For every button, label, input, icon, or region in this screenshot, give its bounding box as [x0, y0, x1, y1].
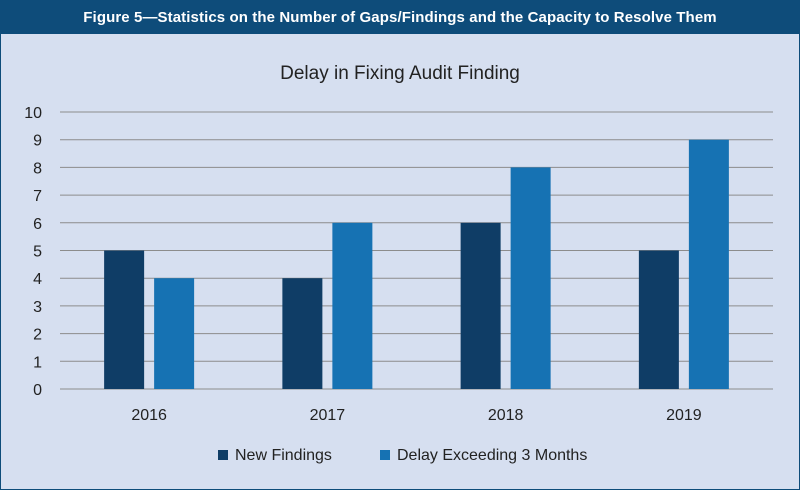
- y-tick-label: 6: [33, 216, 42, 233]
- y-tick-label: 7: [33, 188, 42, 205]
- figure-caption: Figure 5—Statistics on the Number of Gap…: [1, 1, 799, 34]
- bars: [104, 139, 729, 389]
- bar: [154, 278, 195, 389]
- y-tick-label: 2: [33, 327, 42, 344]
- x-axis-ticks: 2016 2017 2018 2019: [131, 407, 701, 424]
- bar: [460, 222, 501, 389]
- legend: New Findings Delay Exceeding 3 Months: [218, 447, 587, 464]
- legend-label: Delay Exceeding 3 Months: [397, 447, 587, 464]
- x-tick-label: 2019: [666, 407, 702, 424]
- bar: [332, 222, 373, 389]
- bar: [638, 250, 679, 389]
- y-tick-label: 10: [24, 105, 42, 122]
- y-tick-label: 1: [33, 354, 42, 371]
- y-tick-label: 9: [33, 133, 42, 150]
- legend-swatch: [218, 450, 228, 460]
- x-tick-label: 2017: [310, 407, 346, 424]
- y-axis-ticks: 0 1 2 3 4 5 6 7 8 9 10: [24, 105, 42, 399]
- y-tick-label: 5: [33, 244, 42, 261]
- bar: [510, 167, 551, 389]
- y-tick-label: 8: [33, 160, 42, 177]
- y-tick-label: 4: [33, 271, 42, 288]
- x-tick-label: 2018: [488, 407, 524, 424]
- x-tick-label: 2016: [131, 407, 167, 424]
- bar: [104, 250, 145, 389]
- y-tick-label: 3: [33, 299, 42, 316]
- legend-swatch: [380, 450, 390, 460]
- y-tick-label: 0: [33, 382, 42, 399]
- legend-label: New Findings: [235, 447, 332, 464]
- bar: [282, 278, 323, 389]
- bar: [688, 139, 729, 389]
- chart-title: Delay in Fixing Audit Finding: [280, 63, 520, 84]
